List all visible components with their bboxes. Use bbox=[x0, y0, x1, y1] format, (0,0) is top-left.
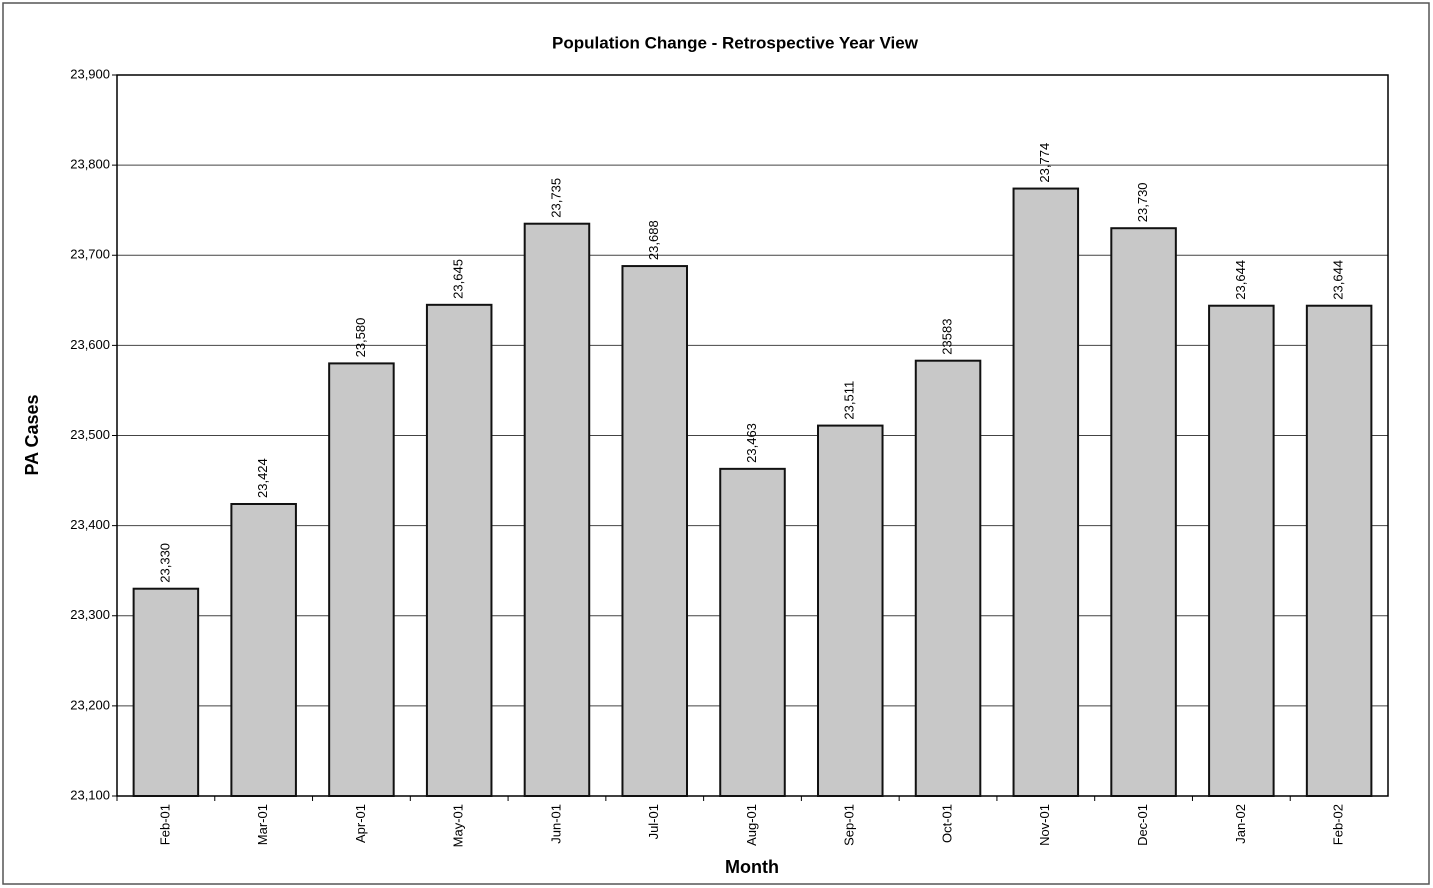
value-label: 23,644 bbox=[1331, 260, 1346, 300]
y-tick-label: 23,200 bbox=[70, 697, 110, 712]
x-tick-label: Jun-01 bbox=[548, 804, 563, 844]
value-label: 23,644 bbox=[1233, 260, 1248, 300]
y-tick-label: 23,100 bbox=[70, 787, 110, 802]
value-label: 23,735 bbox=[548, 178, 563, 218]
bar bbox=[817, 424, 884, 797]
bar bbox=[132, 587, 200, 798]
x-tick-label: Nov-01 bbox=[1037, 804, 1052, 846]
bar bbox=[914, 359, 982, 797]
x-tick-label: Feb-02 bbox=[1331, 804, 1346, 845]
chart-title: Population Change - Retrospective Year V… bbox=[552, 33, 919, 52]
bar bbox=[1305, 304, 1373, 797]
x-tick-label: Feb-01 bbox=[157, 804, 172, 845]
x-tick-label: Jul-01 bbox=[646, 804, 661, 839]
value-label: 23,330 bbox=[157, 543, 172, 583]
value-label: 23,511 bbox=[842, 381, 857, 420]
y-tick-label: 23,800 bbox=[70, 157, 110, 172]
bar bbox=[719, 467, 786, 797]
x-tick-label: Apr-01 bbox=[353, 804, 368, 843]
y-tick-label: 23,500 bbox=[70, 427, 110, 442]
value-label: 23,774 bbox=[1037, 143, 1052, 183]
bar bbox=[523, 222, 591, 798]
x-tick-label: Dec-01 bbox=[1135, 804, 1150, 846]
bar bbox=[621, 265, 688, 797]
x-tick-label: Sep-01 bbox=[842, 804, 857, 846]
value-label: 23,424 bbox=[255, 458, 270, 498]
x-tick-label: Aug-01 bbox=[744, 804, 759, 846]
x-tick-label: Jan-02 bbox=[1233, 804, 1248, 844]
x-tick-label: Mar-01 bbox=[255, 804, 270, 845]
value-label: 23,688 bbox=[646, 220, 661, 260]
x-tick-label: May-01 bbox=[451, 804, 466, 847]
y-tick-label: 23,600 bbox=[70, 337, 110, 352]
bar bbox=[230, 502, 297, 797]
y-tick-label: 23,900 bbox=[70, 66, 110, 81]
bar bbox=[328, 362, 395, 797]
bar bbox=[1110, 227, 1177, 797]
y-axis-title: PA Cases bbox=[22, 394, 42, 475]
value-label: 23,730 bbox=[1135, 182, 1150, 222]
bar bbox=[425, 303, 493, 797]
bar bbox=[1012, 187, 1080, 797]
x-axis-title: Month bbox=[725, 857, 779, 877]
y-tick-label: 23,400 bbox=[70, 517, 110, 532]
y-tick-label: 23,300 bbox=[70, 607, 110, 622]
value-label: 23,463 bbox=[744, 423, 759, 463]
value-label: 23,580 bbox=[353, 318, 368, 358]
value-label: 23583 bbox=[939, 319, 954, 355]
y-tick-label: 23,700 bbox=[70, 247, 110, 262]
x-tick-label: Oct-01 bbox=[939, 804, 954, 843]
value-label: 23,645 bbox=[451, 259, 466, 299]
bar bbox=[1208, 304, 1275, 797]
